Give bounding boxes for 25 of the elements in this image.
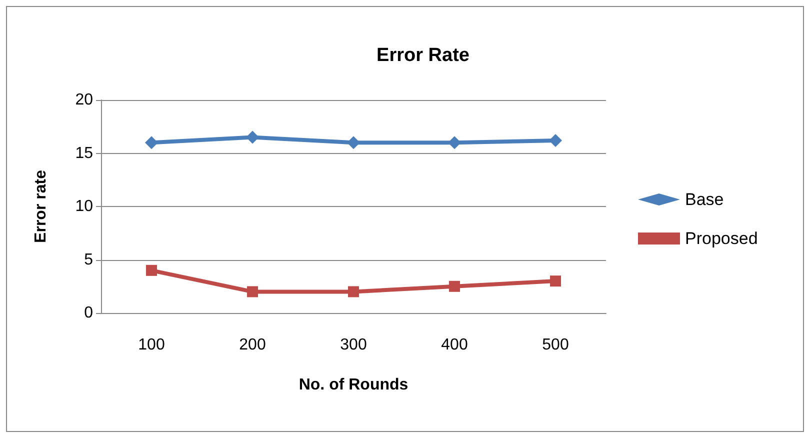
x-tick-label: 400: [441, 336, 468, 354]
x-tick-label: 200: [239, 336, 266, 354]
point: [550, 276, 561, 287]
point: [146, 264, 157, 276]
y-tick-label: 10: [75, 198, 94, 215]
x-tick-label: 100: [138, 336, 165, 354]
legend-label: Base: [685, 190, 724, 209]
point: [448, 136, 461, 150]
point: [145, 136, 158, 150]
point: [348, 286, 359, 298]
point: [247, 286, 258, 298]
y-tick-label: 5: [84, 251, 94, 268]
point: [347, 136, 360, 150]
x-tick-label: 300: [340, 336, 367, 354]
y-tick-label: 20: [75, 92, 94, 108]
x-axis-title: No. of Rounds: [298, 376, 408, 394]
point: [549, 134, 562, 147]
legend-label: Proposed: [685, 229, 758, 248]
y-tick-label: 15: [75, 144, 94, 162]
x-tick-label: 500: [542, 336, 569, 354]
y-tick-label: 0: [84, 304, 94, 322]
point: [449, 280, 460, 292]
chart-title: Error Rate: [376, 45, 470, 66]
y-axis-title: Error rate: [32, 170, 50, 243]
point: [246, 130, 259, 144]
